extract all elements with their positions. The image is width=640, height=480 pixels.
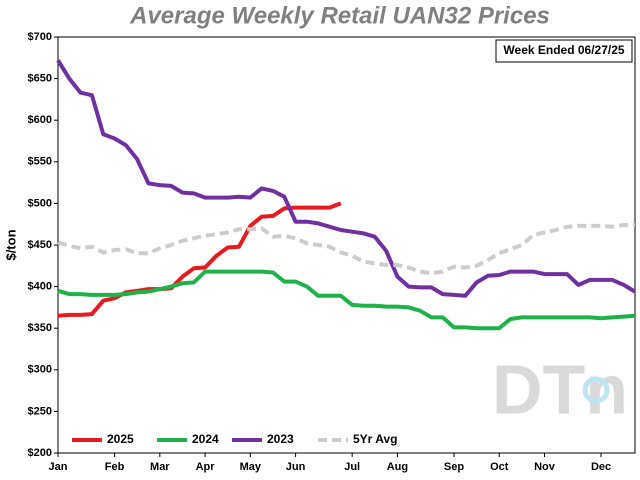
x-tick-label: Feb: [105, 461, 125, 473]
series-line: [56, 59, 637, 298]
x-tick-label: Aug: [387, 461, 408, 473]
y-tick-label: $250: [28, 405, 52, 417]
x-tick-label: Oct: [490, 461, 509, 473]
legend-label: 5Yr Avg: [353, 432, 397, 446]
y-tick-label: $550: [28, 156, 52, 168]
legend-label: 2024: [192, 432, 219, 446]
x-tick-label: Mar: [150, 461, 170, 473]
y-axis-label: $/ton: [3, 229, 18, 260]
chart-title: Average Weekly Retail UAN32 Prices: [129, 2, 550, 29]
series-line: [57, 201, 342, 318]
y-tick-label: $650: [28, 73, 52, 85]
annotation: Week Ended 06/27/25: [503, 43, 625, 57]
x-tick-label: Jan: [49, 461, 68, 473]
annotation-box: [495, 39, 633, 63]
legend-label: 2023: [267, 432, 294, 446]
y-tick-label: $400: [28, 281, 52, 293]
y-tick-label: $200: [28, 447, 52, 459]
y-tick-label: $700: [28, 31, 52, 43]
x-tick-label: May: [240, 461, 262, 473]
series-line: [57, 223, 635, 276]
y-tick-label: $500: [28, 197, 52, 209]
legend-label: 2025: [107, 432, 134, 446]
y-tick-label: $450: [28, 239, 52, 251]
x-tick-label: Jun: [286, 461, 306, 473]
x-tick-label: Apr: [196, 461, 216, 473]
x-tick-label: Jul: [344, 461, 360, 473]
y-tick-label: $350: [28, 322, 52, 334]
x-tick-label: Sep: [444, 461, 464, 473]
series-line: [57, 269, 636, 331]
y-tick-label: $300: [28, 364, 52, 376]
y-tick-label: $600: [28, 114, 52, 126]
logo-ring: [582, 376, 610, 404]
x-tick-label: Nov: [534, 461, 556, 473]
x-tick-label: Dec: [591, 461, 611, 473]
